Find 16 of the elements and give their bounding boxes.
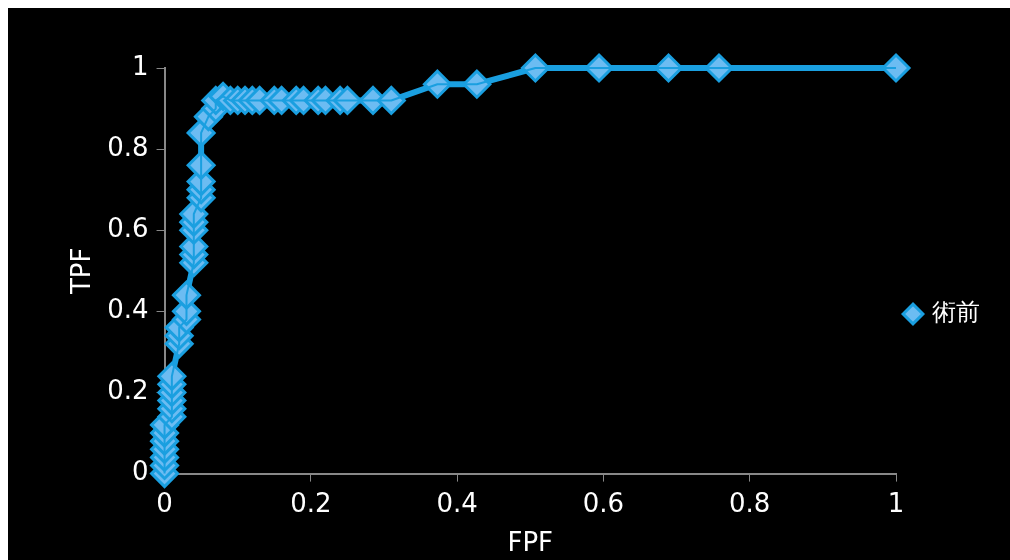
x-tick-label: 0.2 bbox=[290, 487, 332, 518]
x-tick-label: 0.6 bbox=[582, 487, 625, 518]
x-tick-label: 1 bbox=[887, 487, 905, 518]
x-axis-title: FPF bbox=[507, 527, 554, 558]
x-tick-label: 0.4 bbox=[436, 487, 478, 518]
y-tick-label: 1 bbox=[132, 50, 149, 81]
y-tick-label: 0.8 bbox=[107, 131, 149, 162]
x-tick-label: 0.8 bbox=[729, 487, 771, 518]
y-tick-label: 0 bbox=[132, 456, 149, 487]
x-tick-label: 0 bbox=[156, 487, 173, 518]
y-tick-label: 0.4 bbox=[107, 294, 149, 325]
legend-label: 術前 bbox=[932, 298, 980, 327]
y-axis-title: TPF bbox=[66, 247, 97, 296]
point bbox=[881, 53, 911, 83]
y-tick-label: 0.2 bbox=[107, 375, 149, 406]
y-tick-label: 0.6 bbox=[107, 212, 149, 243]
